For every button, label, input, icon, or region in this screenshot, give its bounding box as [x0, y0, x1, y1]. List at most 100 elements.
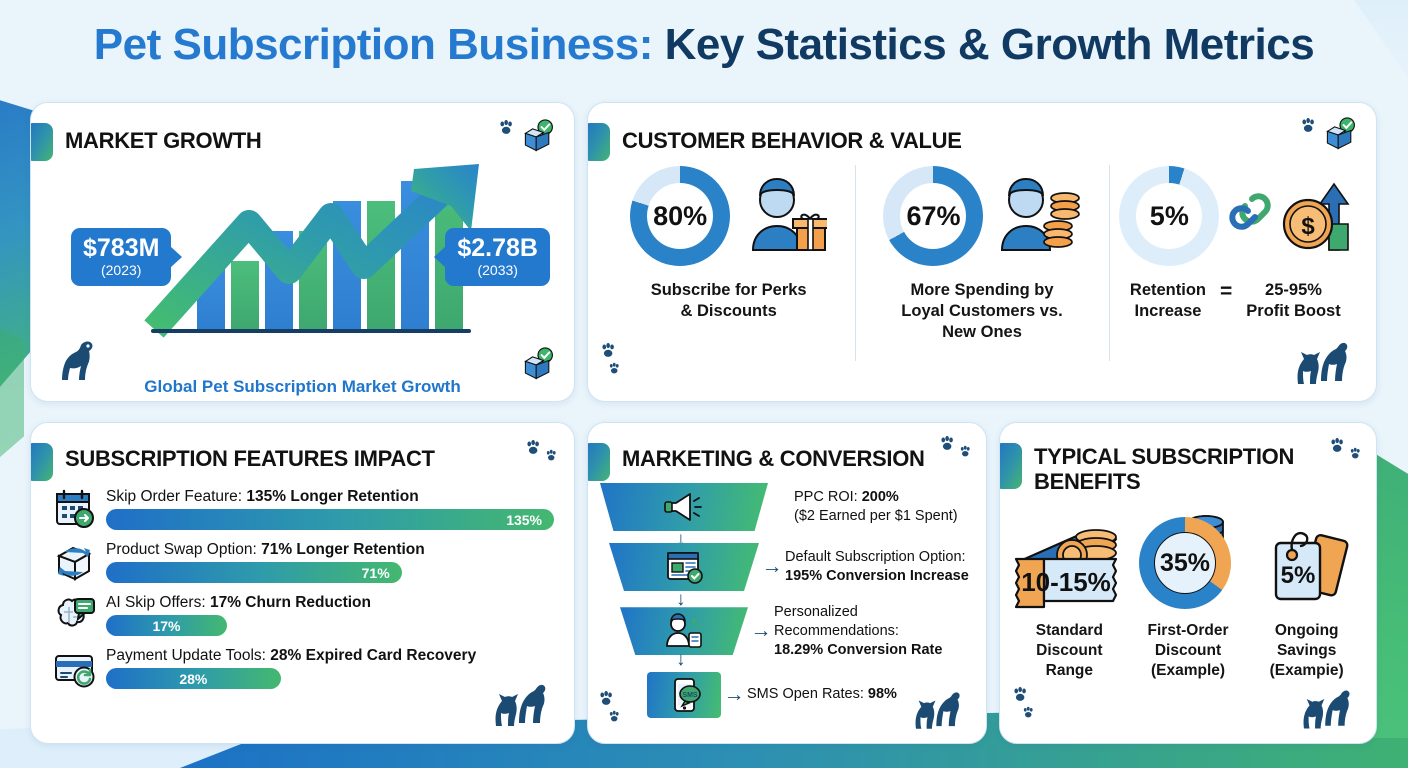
funnel-step: → PPC ROI: 200% ($2 Earned per $1 Spent)… — [600, 483, 978, 549]
funnel-text-plain: PPC ROI: — [794, 489, 862, 506]
feature-progress-bar: 71% — [106, 562, 402, 584]
card-typical-subscription-benefits: TYPICAL SUBSCRIPTION BENEFITS — [999, 422, 1377, 744]
stat-label-67: More Spending by Loyal Customers vs. New O… — [901, 281, 1063, 342]
funnel-step: SMS → SMS Open Rates: 98% — [600, 671, 978, 718]
corner-decoration-bottom-right — [518, 347, 558, 383]
delivery-box-icon — [524, 119, 553, 152]
funnel-text-bold: 195% Conversion Increase — [785, 568, 969, 584]
feature-body: Product Swap Option: 71% Longer Retentio… — [106, 541, 554, 584]
stat-column-80: 80% Subscribe for Perks & Discounts — [602, 161, 855, 391]
feature-label-bold: 17% Churn Reduction — [209, 593, 371, 611]
dog-silhouette-icon — [62, 341, 93, 380]
feature-body: Payment Update Tools: 28% Expired Card R… — [106, 647, 554, 690]
paw-icon — [609, 710, 619, 722]
card-title-market-growth: MARKET GROWTH — [65, 128, 262, 153]
paw-icon — [500, 119, 512, 134]
donut-chart-35: 35% — [1139, 517, 1231, 609]
market-start-pill: $783M (2023) — [71, 228, 172, 287]
corner-decoration-top-right — [1300, 117, 1360, 153]
market-end-pill: $2.78B (2033) — [445, 228, 550, 287]
price-tag-icon: 5% — [1274, 531, 1349, 601]
funnel-text-sub: ($2 Earned per $1 Spent) — [794, 508, 958, 524]
market-growth-caption: Global Pet Subscription Market Growth — [144, 377, 461, 396]
funnel-text-bold: 18.29% Conversion Rate — [774, 641, 943, 658]
funnel-arrow-icon: → — [761, 555, 783, 578]
feature-text: Product Swap Option: 71% Longer Retentio… — [106, 541, 554, 560]
feature-row: Payment Update Tools: 28% Expired Card R… — [53, 646, 554, 690]
feature-text: AI Skip Offers: 17% Churn Reduction — [106, 594, 554, 613]
feature-label-plain: Payment Update Tools: — [106, 646, 271, 664]
donut-value-67: 67% — [900, 183, 967, 249]
cat-dog-silhouette-icon — [495, 684, 546, 726]
card-marketing-conversion: MARKETING & CONVERSION — [587, 422, 987, 744]
benefit-label-ongoing: Ongoing Savings (Exampie) — [1269, 622, 1344, 680]
credit-card-refresh-icon — [55, 655, 95, 688]
funnel-step: → Default Subscription Option: 195% Conv… — [600, 543, 978, 609]
chevron-down-icon: ↓ — [676, 589, 686, 610]
feature-label-bold: 71% Longer Retention — [261, 540, 425, 558]
market-end-year: (2033) — [477, 262, 518, 279]
paw-icon — [609, 362, 619, 374]
delivery-box-icon — [524, 347, 553, 380]
cat-dog-silhouette-icon — [1297, 342, 1348, 384]
feature-row: Skip Order Feature: 135% Longer Retentio… — [53, 487, 554, 531]
ai-brain-icon — [57, 598, 95, 627]
calendar-skip-icon — [56, 489, 94, 528]
paw-icon — [1023, 706, 1033, 718]
feature-value: 135% — [506, 511, 542, 528]
accent-tab — [1000, 443, 1022, 489]
market-end-value: $2.78B — [457, 234, 538, 262]
stat-label-80: Subscribe for Perks & Discounts — [650, 281, 807, 321]
funnel-step-text: Default Subscription Option: 195% Conver… — [785, 548, 978, 586]
corner-decoration-bottom-left-paws — [1012, 686, 1035, 719]
paw-icon — [1350, 447, 1360, 459]
paw-icon — [602, 342, 614, 357]
benefit-value-standard: 10-15% — [1022, 567, 1112, 597]
benefit-visual: 35% — [1139, 513, 1231, 613]
paw-icon — [1331, 437, 1343, 452]
card-title-customer-behavior: CUSTOMER BEHAVIOR & VALUE — [622, 128, 962, 153]
corner-decoration-top-right — [498, 119, 558, 155]
funnel-step-text: PPC ROI: 200% ($2 Earned per $1 Spent) — [794, 488, 978, 526]
benefit-item-ongoing-savings: 5% Ongoing Savings (Exampie) — [1247, 513, 1366, 681]
donut-chart-80: 80% — [630, 166, 731, 266]
feature-text: Payment Update Tools: 28% Expired Card R… — [106, 647, 554, 666]
market-start-year: (2023) — [100, 262, 142, 279]
card-market-growth: MARKET GROWTH — [30, 102, 575, 402]
paw-icon — [1302, 117, 1314, 132]
webpage-check-icon — [667, 552, 703, 584]
chain-link-icon — [1229, 193, 1271, 230]
funnel-arrow-icon: → — [750, 619, 772, 643]
person-coins-icon — [1001, 177, 1081, 251]
feature-progress-bar: 135% — [106, 509, 554, 531]
accent-tab — [588, 443, 610, 481]
funnel-text-plain: SMS Open Rates: — [747, 686, 868, 703]
card-title-benefits: TYPICAL SUBSCRIPTION BENEFITS — [1034, 444, 1295, 494]
feature-progress-bar: 28% — [106, 668, 281, 690]
paw-icon — [527, 439, 539, 454]
benefit-label-first-order: First-Order Discount (Example) — [1147, 622, 1229, 680]
paw-icon — [941, 435, 953, 450]
sms-phone-icon: SMS — [674, 677, 701, 712]
benefit-visual: 5% — [1259, 513, 1355, 613]
feature-progress-bar: 17% — [106, 615, 227, 637]
funnel-arrow-icon: → — [723, 682, 745, 706]
donut-value-80: 80% — [647, 183, 714, 249]
feature-label-plain: Skip Order Feature: — [106, 487, 247, 505]
feature-text: Skip Order Feature: 135% Longer Retentio… — [106, 488, 554, 507]
growth-chart-graphic — [144, 164, 479, 338]
feature-body: Skip Order Feature: 135% Longer Retentio… — [106, 488, 554, 531]
cat-dog-silhouette-icon — [915, 692, 960, 729]
stat-column-67: 67% More Spending by Loyal C — [855, 161, 1108, 391]
equals-sign: = — [1220, 280, 1233, 303]
funnel-segment: SMS — [647, 671, 721, 718]
feature-value: 71% — [361, 564, 390, 581]
donut-value-35: 35% — [1154, 532, 1216, 594]
benefit-item-standard-discount: 10-15% Standard Discount Range — [1010, 513, 1129, 681]
funnel-segment — [609, 543, 759, 591]
stat-visual: 80% — [630, 161, 828, 271]
stat-visual: 67% — [883, 161, 1081, 271]
coin-growth-arrow-icon: $ — [1283, 182, 1350, 251]
benefit-item-first-order-discount: 35% First-Order Discount (Example) — [1129, 513, 1248, 681]
feature-label-bold: 135% Longer Retention — [246, 487, 419, 505]
